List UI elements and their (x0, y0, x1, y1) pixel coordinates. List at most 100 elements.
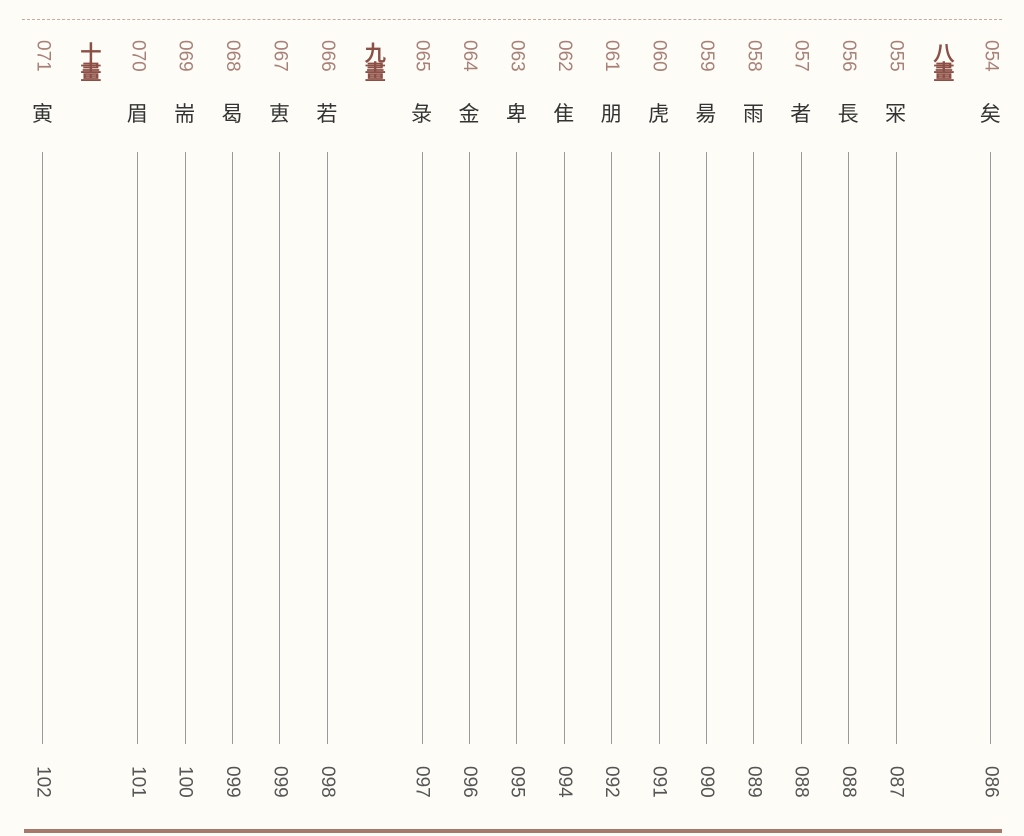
entry-number-text: 056 (838, 40, 860, 72)
page-number-text[interactable]: 099 (222, 766, 244, 798)
entry-number: 071 (19, 40, 66, 72)
entry-character[interactable]: 雨 (742, 102, 764, 126)
page-number-text[interactable]: 101 (127, 766, 149, 798)
stroke-header-label: 十畫 (77, 42, 103, 80)
entry-number: 070 (114, 40, 161, 72)
page-number: 092 (587, 766, 634, 798)
toc-entry: 059 昜 090 (682, 0, 729, 836)
entry-character[interactable]: 冞 (885, 102, 907, 126)
top-dashed-rule (22, 19, 1002, 20)
entry-number-text: 057 (790, 40, 812, 72)
page-number-text[interactable]: 091 (648, 766, 670, 798)
leader-line (279, 152, 281, 744)
entry-character[interactable]: 朋 (600, 102, 622, 126)
entry-number: 060 (635, 40, 682, 72)
page-number-text[interactable]: 096 (459, 766, 480, 798)
page-number-text[interactable]: 086 (980, 766, 1002, 798)
entry-character[interactable]: 隹 (553, 102, 575, 126)
leader-line (232, 152, 234, 744)
page-number-text[interactable]: 094 (553, 766, 575, 798)
stroke-header-label: 九畫 (362, 42, 388, 80)
bottom-rule (24, 829, 1002, 833)
page-number-text[interactable]: 088 (790, 766, 812, 798)
toc-entry: 057 者 088 (777, 0, 824, 836)
page-number-text[interactable]: 087 (885, 766, 907, 798)
entry-number: 063 (493, 40, 540, 72)
entry-number-text: 067 (269, 40, 291, 72)
entry-number-text: 059 (695, 40, 717, 72)
entry-character[interactable]: 矣 (979, 102, 1001, 126)
entry-number: 055 (872, 40, 919, 72)
page-number: 089 (730, 766, 777, 798)
toc-entry: 065 彔 097 (398, 0, 445, 836)
page-number-text[interactable]: 088 (838, 766, 860, 798)
toc-entry: 069 耑 100 (161, 0, 208, 836)
toc-entry: 067 叀 099 (256, 0, 303, 836)
stroke-count-header: 八畫 (919, 0, 966, 836)
leader-line (895, 152, 897, 744)
leader-line (326, 152, 328, 744)
entry-number-text: 061 (601, 40, 623, 72)
page-number: 097 (398, 766, 445, 798)
page-number-text[interactable]: 100 (174, 766, 196, 798)
leader-line (800, 152, 802, 744)
page-number-text[interactable]: 089 (743, 766, 765, 798)
page-number: 102 (19, 766, 66, 798)
page-number-text[interactable]: 099 (269, 766, 291, 798)
page-number: 098 (303, 766, 350, 798)
leader-line (137, 152, 139, 744)
page-number-text[interactable]: 090 (695, 766, 717, 798)
stroke-header: 八畫 (919, 42, 966, 80)
page-number: 099 (256, 766, 303, 798)
entry-number: 061 (587, 40, 634, 72)
toc-entry: 056 長 088 (824, 0, 871, 836)
toc-entry: 054 矣 086 (967, 0, 1014, 836)
entry-character[interactable]: 叀 (268, 102, 290, 126)
entry-number: 059 (682, 40, 729, 72)
page-number-text[interactable]: 092 (601, 766, 623, 798)
page-number-text[interactable]: 095 (506, 766, 528, 798)
leader-line (563, 152, 565, 744)
entry-character[interactable]: 昜 (695, 102, 717, 126)
page-number: 095 (493, 766, 540, 798)
entry-character[interactable]: 眉 (126, 102, 148, 126)
page-number: 087 (872, 766, 919, 798)
entry-character[interactable]: 寅 (31, 102, 53, 126)
entry-character[interactable]: 者 (790, 102, 812, 126)
entry-number-text: 062 (553, 40, 575, 72)
entry-number: 062 (540, 40, 587, 72)
entry-number-text: 058 (743, 40, 765, 72)
page-number-text[interactable]: 098 (316, 766, 338, 798)
page-number-text[interactable]: 097 (411, 766, 433, 798)
entry-character[interactable]: 彔 (411, 102, 433, 126)
entry-character[interactable]: 卑 (505, 102, 527, 126)
entry-character[interactable]: 長 (837, 102, 859, 126)
leader-line (184, 152, 186, 744)
page-number: 091 (635, 766, 682, 798)
entry-number-text: 066 (316, 40, 338, 72)
entry-number: 069 (161, 40, 208, 72)
entry-character[interactable]: 虎 (648, 102, 670, 126)
leader-line (705, 152, 707, 744)
entry-character[interactable]: 曷 (221, 102, 243, 126)
entry-character[interactable]: 若 (316, 102, 338, 126)
stroke-header: 十畫 (66, 42, 113, 80)
stroke-count-header: 十畫 (66, 0, 113, 836)
page-number: 099 (208, 766, 255, 798)
toc-entry: 063 卑 095 (493, 0, 540, 836)
toc-entry: 062 隹 094 (540, 0, 587, 836)
entry-number-text: 055 (885, 40, 907, 72)
leader-line (469, 152, 470, 744)
page-number-text[interactable]: 102 (32, 766, 54, 798)
entry-number-text: 054 (980, 40, 1002, 72)
toc-entry: 071 寅 102 (19, 0, 66, 836)
entry-number-text: 065 (411, 40, 433, 72)
leader-line (42, 152, 44, 744)
entry-number-text: 064 (459, 40, 480, 72)
entry-number: 068 (208, 40, 255, 72)
entry-character[interactable]: 金 (458, 102, 480, 126)
entry-number: 057 (777, 40, 824, 72)
entry-character[interactable]: 耑 (174, 102, 196, 126)
toc-entry: 066 若 098 (303, 0, 350, 836)
entry-number-text: 071 (32, 40, 54, 72)
